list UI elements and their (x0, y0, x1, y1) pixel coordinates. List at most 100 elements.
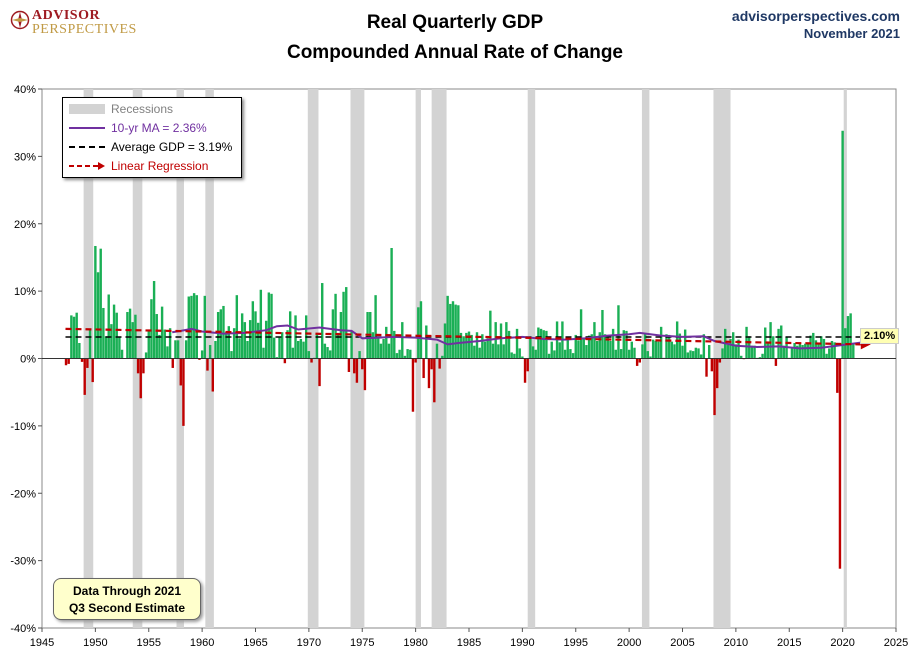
gdp-bar (806, 343, 810, 359)
gdp-bar (651, 339, 655, 359)
gdp-bar (438, 358, 441, 369)
gdp-bar (804, 343, 807, 359)
gdp-bar (441, 355, 444, 359)
gdp-bar (326, 347, 329, 359)
gdp-bar (467, 331, 471, 359)
gdp-bar (686, 352, 690, 359)
gdp-bar (361, 358, 364, 370)
gdp-bar (379, 343, 383, 359)
regression-swatch (69, 162, 105, 170)
gdp-bar (491, 343, 495, 359)
gdp-bar (270, 293, 273, 359)
gdp-bar (510, 352, 513, 359)
gdp-bar (598, 332, 601, 359)
gdp-bar (665, 334, 668, 359)
gdp-bar (721, 348, 724, 359)
gdp-bar (163, 329, 166, 359)
gdp-bar (737, 339, 740, 359)
gdp-bar (673, 344, 676, 359)
gdp-bar (513, 353, 516, 359)
gdp-bar (475, 332, 479, 359)
gdp-bar (179, 358, 182, 386)
gdp-bar (227, 326, 231, 359)
gdp-bar (272, 337, 276, 359)
data-through-note: Data Through 2021 Q3 Second Estimate (53, 578, 201, 620)
gdp-bar (264, 320, 268, 359)
gdp-bar (689, 350, 692, 359)
gdp-bar (643, 333, 647, 359)
gdp-bar (230, 351, 233, 359)
gdp-bar (726, 345, 730, 359)
gdp-bar (710, 358, 714, 372)
gdp-bar (224, 332, 228, 359)
gdp-bar (262, 347, 265, 359)
legend-ma: 10-yr MA = 2.36% (69, 119, 239, 137)
gdp-bar (603, 334, 607, 359)
gdp-bar (790, 348, 794, 359)
gdp-bar (187, 296, 190, 359)
gdp-bar (240, 313, 244, 359)
gdp-bar (286, 330, 289, 359)
x-tick-label: 2020 (830, 637, 854, 649)
gdp-bar (825, 353, 828, 359)
regression-line (65, 327, 861, 346)
gdp-bar (534, 349, 537, 359)
gdp-bar (128, 308, 132, 359)
gdp-bar (198, 358, 201, 360)
gdp-bar (203, 295, 206, 359)
gdp-bar (102, 307, 105, 359)
gdp-bar (649, 356, 652, 359)
gdp-bar (353, 358, 356, 374)
gdp-bar (72, 316, 76, 359)
gdp-bar (606, 336, 609, 359)
gdp-bar (577, 340, 580, 359)
gdp-bar (337, 332, 340, 359)
gdp-bar (694, 347, 698, 359)
gdp-bar (539, 328, 543, 359)
gdp-bar (406, 349, 409, 359)
gdp-bar (403, 355, 407, 359)
x-tick-label: 1985 (457, 637, 481, 649)
gdp-bar (232, 328, 236, 359)
gdp-bar (515, 328, 519, 359)
gdp-bar (734, 344, 738, 359)
gdp-bar (585, 345, 588, 359)
gdp-bar (371, 332, 375, 359)
gdp-bar (120, 349, 124, 359)
gdp-bar (590, 334, 593, 359)
gdp-bar (291, 347, 295, 359)
gdp-bar (542, 330, 545, 359)
x-tick-label: 1965 (243, 637, 267, 649)
x-tick-label: 1980 (403, 637, 427, 649)
gdp-bar (809, 335, 812, 359)
gdp-bar (699, 354, 703, 359)
gdp-bar (707, 345, 711, 359)
gdp-bar (211, 358, 215, 392)
compass-icon (10, 10, 30, 30)
gdp-bar (214, 340, 217, 359)
gdp-bar (849, 313, 852, 359)
x-tick-label: 1975 (350, 637, 374, 649)
gdp-bar (296, 340, 300, 359)
x-tick-label: 1945 (30, 637, 54, 649)
gdp-bar (259, 289, 263, 359)
gdp-bar (321, 283, 324, 359)
x-tick-label: 1955 (137, 637, 161, 649)
gdp-bar (206, 358, 209, 371)
gdp-bar (852, 344, 855, 359)
chart-title: Real Quarterly GDP (366, 12, 544, 33)
gdp-bar (430, 358, 433, 370)
gdp-bar (526, 358, 529, 372)
site-url[interactable]: advisorperspectives.com (731, 8, 900, 24)
gdp-bar (457, 305, 460, 359)
gdp-bar (470, 334, 473, 359)
gdp-bar (531, 346, 535, 359)
gdp-bar (398, 349, 401, 359)
gdp-bar (147, 329, 150, 359)
gdp-bar (387, 343, 391, 359)
gdp-bar (449, 303, 452, 359)
gdp-bar (118, 336, 121, 359)
y-tick-label: -20% (10, 488, 36, 500)
gdp-bar (793, 343, 796, 359)
gdp-bar (627, 349, 631, 359)
